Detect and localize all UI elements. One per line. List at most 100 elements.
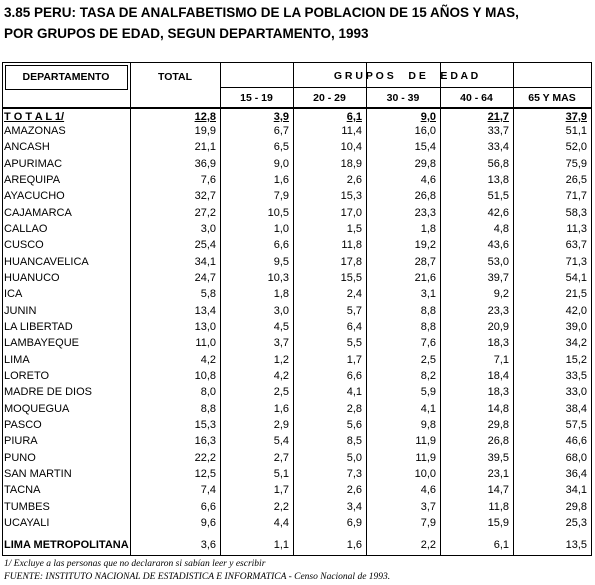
cell: 33,7: [487, 125, 509, 137]
cell: 36,9: [194, 157, 216, 170]
cell: 36,4: [565, 467, 587, 480]
footnote: 1/ Excluye a las personas que no declara…: [4, 559, 266, 569]
cell: 27,2: [194, 206, 216, 219]
header-cell: 40 - 64: [460, 92, 493, 104]
cell: 6,5: [273, 141, 289, 154]
cell: 21,7: [487, 111, 509, 123]
cell: 29,8: [565, 500, 587, 513]
cell: 68,0: [565, 451, 587, 464]
border: [591, 62, 592, 556]
cell: 2,2: [273, 500, 289, 513]
cell: 39,7: [487, 271, 509, 284]
cell: 4,1: [420, 402, 436, 415]
cell: 71,3: [565, 255, 587, 268]
cell: 6,1: [346, 111, 362, 123]
cell: 42,0: [565, 304, 587, 317]
cell: 29,8: [414, 157, 436, 170]
cell: 34,1: [565, 484, 587, 497]
cell: 8,2: [420, 369, 436, 382]
row-label: AMAZONAS: [4, 125, 66, 137]
cell: 15,4: [414, 141, 436, 154]
border: [220, 62, 221, 556]
cell: 8,5: [346, 435, 362, 448]
cell: 1,7: [273, 484, 289, 497]
cell: 2,5: [420, 353, 436, 366]
cell: 24,7: [194, 271, 216, 284]
border: [2, 62, 592, 63]
border: [2, 62, 3, 556]
cell: 26,5: [565, 173, 587, 186]
cell: 5,0: [346, 451, 362, 464]
cell: 18,3: [487, 386, 509, 399]
row-label: JUNIN: [4, 304, 37, 317]
border: [513, 62, 514, 556]
cell: 29,8: [487, 418, 509, 431]
cell: 23,3: [414, 206, 436, 219]
cell: 4,4: [273, 516, 289, 529]
cell: 5,5: [346, 337, 362, 350]
cell: 16,0: [414, 125, 436, 137]
footnote: FUENTE: INSTITUTO NACIONAL DE ESTADISTIC…: [4, 572, 391, 582]
cell: 20,9: [487, 320, 509, 333]
border: [2, 555, 592, 556]
cell: 51,1: [565, 125, 587, 137]
row-label: TUMBES: [4, 500, 50, 513]
cell: 14,8: [487, 402, 509, 415]
cell: 2,4: [346, 288, 362, 301]
header-cell: 15 - 19: [240, 92, 273, 104]
cell: 16,3: [194, 435, 216, 448]
cell: 4,6: [420, 173, 436, 186]
cell: 6,4: [346, 320, 362, 333]
cell: 6,6: [346, 369, 362, 382]
cell: 15,9: [487, 516, 509, 529]
cell: 8,8: [420, 320, 436, 333]
cell: 39,5: [487, 451, 509, 464]
cell: 6,1: [493, 539, 509, 551]
cell: 5,9: [420, 386, 436, 399]
cell: 1,7: [346, 353, 362, 366]
cell: 12,5: [194, 467, 216, 480]
cell: 3,7: [273, 337, 289, 350]
cell: 6,6: [273, 239, 289, 252]
cell: 23,1: [487, 467, 509, 480]
cell: 22,2: [194, 451, 216, 464]
row-label: AREQUIPA: [4, 173, 61, 186]
cell: 34,2: [565, 337, 587, 350]
cell: 11,4: [341, 125, 362, 137]
cell: 8,8: [200, 402, 216, 415]
row-label: LAMBAYEQUE: [4, 337, 79, 350]
cell: 19,2: [414, 239, 436, 252]
cell: 25,3: [565, 516, 587, 529]
cell: 4,2: [200, 353, 216, 366]
cell: 1,8: [420, 222, 436, 235]
cell: 57,5: [565, 418, 587, 431]
cell: 51,5: [487, 190, 509, 203]
cell: 56,8: [487, 157, 509, 170]
cell: 9,6: [200, 516, 216, 529]
row-label: T O T A L 1/: [4, 111, 65, 123]
cell: 33,5: [565, 369, 587, 382]
title-line: 3.85 PERU: TASA DE ANALFABETISMO DE LA P…: [4, 5, 519, 20]
cell: 42,6: [487, 206, 509, 219]
cell: 5,1: [273, 467, 289, 480]
cell: 8,0: [200, 386, 216, 399]
row-label: LIMA METROPOLITANA: [4, 539, 129, 551]
cell: 10,8: [194, 369, 216, 382]
cell: 11,0: [195, 337, 216, 350]
cell: 58,3: [565, 206, 587, 219]
cell: 37,9: [565, 111, 587, 123]
row-label: CUSCO: [4, 239, 44, 252]
row-label: UCAYALI: [4, 516, 50, 529]
cell: 7,6: [420, 337, 436, 350]
cell: 1,6: [346, 539, 362, 551]
cell: 9,0: [273, 157, 289, 170]
cell: 34,1: [194, 255, 216, 268]
cell: 11,9: [415, 435, 436, 448]
cell: 4,8: [493, 222, 509, 235]
cell: 2,2: [420, 539, 436, 551]
cell: 13,0: [194, 320, 216, 333]
border: [5, 65, 127, 66]
cell: 5,6: [346, 418, 362, 431]
row-label: ANCASH: [4, 141, 50, 154]
border: [5, 89, 127, 90]
